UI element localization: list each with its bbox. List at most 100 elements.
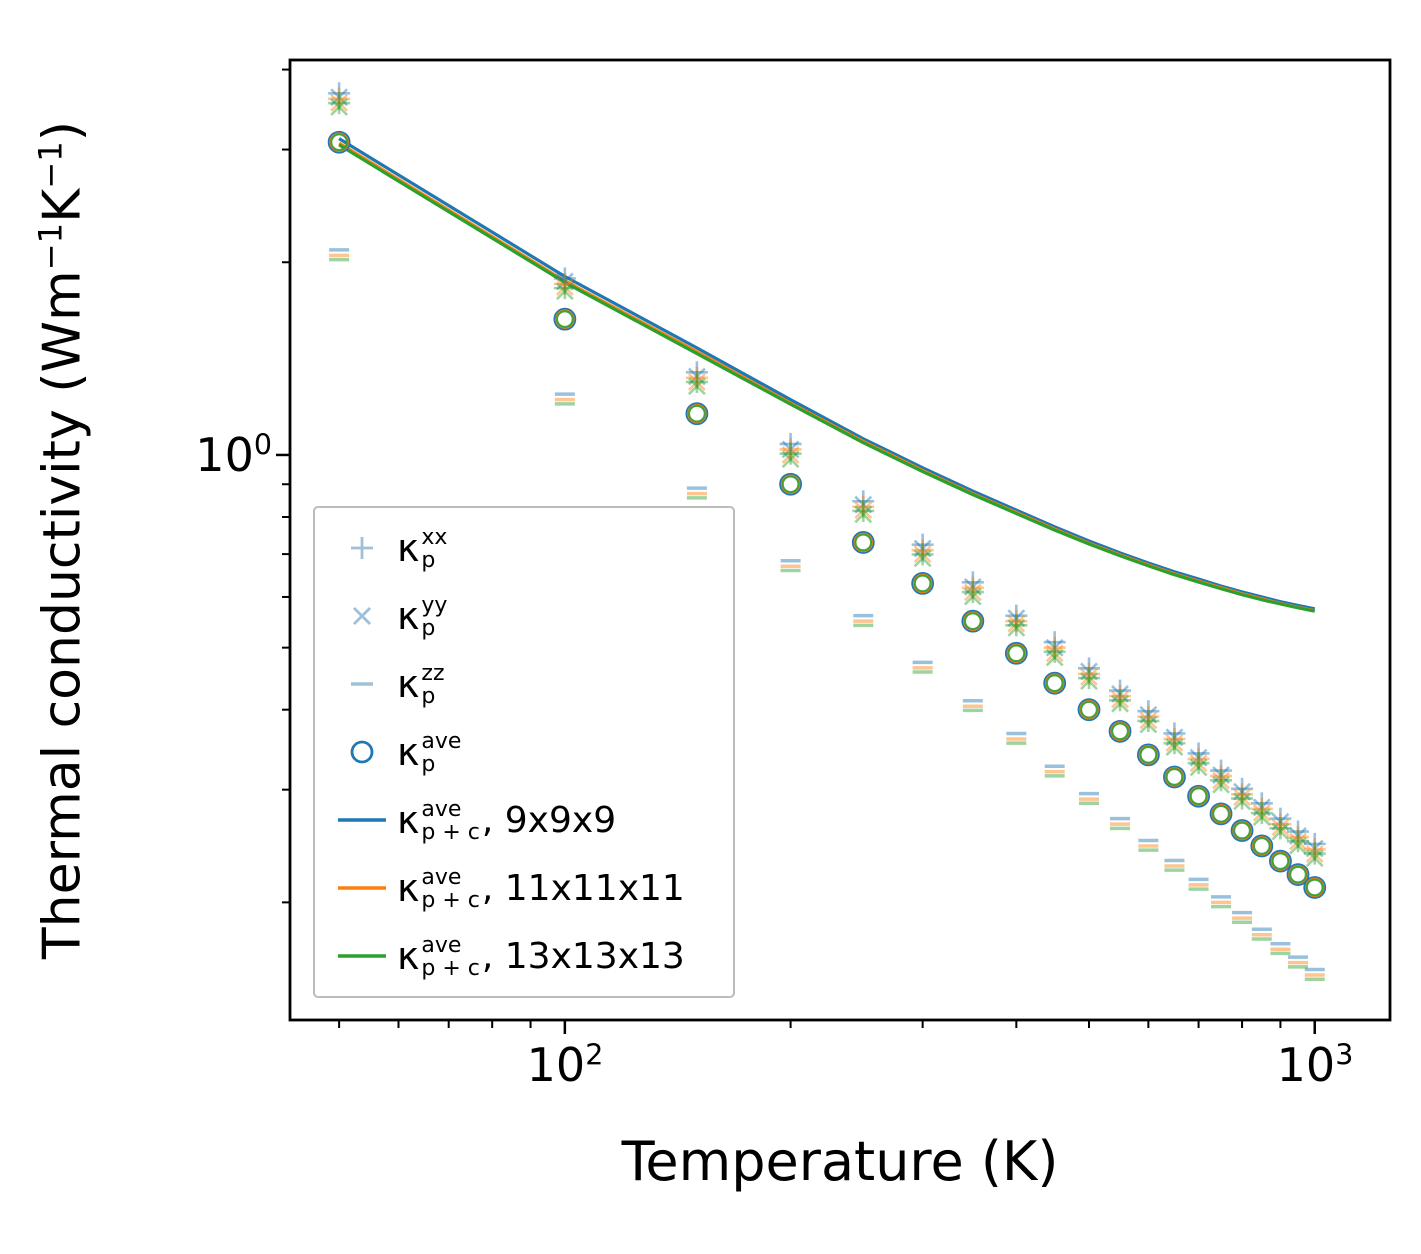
marker-yy-x [1289,827,1307,845]
legend-marker [327,730,397,774]
marker-yy-x [555,272,574,291]
marker-yy-x [913,545,932,564]
marker-yy-x [1189,758,1208,777]
marker-yy-x [1252,798,1271,817]
marker-yy-x [1189,754,1208,773]
marker-yy-x [854,495,873,514]
marker-yy-x [1007,618,1026,637]
legend-label: κ xx p [397,525,447,572]
marker-yy-x [1111,685,1129,703]
marker-yy-x [781,440,800,459]
marker-yy-x [1189,754,1208,773]
marker-yy-x [330,93,349,112]
marker-yy-x [1111,690,1129,709]
marker-yy-x [1165,738,1184,756]
marker-ave-circle [854,533,873,552]
marker-yy-x [1165,733,1184,752]
marker-yy-x [1189,758,1208,777]
marker-ave-circle [1077,698,1101,722]
kappa-scripts: ave p + c [421,932,480,981]
kappa-symbol: κ [397,662,420,706]
legend-marker [327,662,397,706]
legend-label: κ ave p + c, 11x11x11 [397,865,685,912]
marker-ave-circle [1136,743,1160,767]
legend-marker [327,866,397,910]
marker-yy-x [687,367,706,386]
marker-yy-x [330,88,349,107]
marker-yy-x [555,278,574,296]
marker-yy-x [687,377,706,396]
marker-ave-circle [913,574,932,593]
marker-yy-x [1305,845,1324,863]
y-tick-label-1: 100 [195,428,272,482]
marker-yy-x [555,282,574,301]
marker-yy-x [1271,822,1290,841]
marker-yy-x [1252,798,1271,817]
marker-yy-x [1007,614,1026,633]
marker-yy-x [1289,832,1307,851]
marker-yy-x [1007,614,1026,633]
marker-yy-x [1305,839,1324,858]
kappa-symbol: κ [397,526,420,570]
marker-yy-x [1080,662,1098,681]
marker-yy-x [1165,728,1184,747]
marker-ave-circle [1230,819,1254,842]
kappa-symbol: κ [397,934,420,978]
marker-yy-x [1289,832,1307,851]
marker-yy-x [854,505,873,524]
marker-yy-x [854,495,873,514]
marker-yy-x [1233,782,1251,801]
marker-yy-x [1080,662,1098,681]
marker-yy-x [1139,711,1158,730]
marker-yy-x [913,549,932,568]
marker-yy-x [1139,715,1158,734]
legend-marker [327,798,397,842]
marker-yy-x [1080,668,1098,686]
legend-suffix: , 9x9x9 [481,799,617,841]
marker-yy-x [781,450,800,469]
marker-yy-x [963,577,982,596]
kappa-symbol: κ [397,866,420,910]
marker-yy-x [1305,845,1324,863]
marker-ave-circle [1305,878,1324,897]
marker-yy-x [854,501,873,520]
marker-ave-circle [1187,784,1210,808]
marker-yy-x [687,373,706,391]
marker-yy-x [1007,609,1026,628]
kappa-symbol: κ [397,798,420,842]
marker-yy-x [1289,827,1307,845]
marker-yy-x [854,501,873,520]
marker-ave-circle [1139,746,1158,764]
marker-yy-x [1165,728,1184,747]
marker-yy-x [1212,771,1230,790]
marker-yy-x [687,377,706,396]
marker-yy-x [963,587,982,606]
marker-yy-x [1212,775,1230,794]
legend-suffix: , 13x13x13 [481,935,685,977]
marker-yy-x [1080,672,1098,691]
marker-ave-circle [1111,722,1129,741]
marker-ave-circle [556,310,574,328]
marker-yy-x [330,98,349,116]
marker-ave-circle [1286,863,1310,887]
marker-yy-x [1080,668,1098,686]
marker-yy-x [963,577,982,596]
marker-yy-x [1111,690,1129,709]
marker-yy-x [555,272,574,291]
marker-yy-x [555,282,574,301]
marker-yy-x [330,93,349,112]
marker-yy-x [1045,644,1064,663]
marker-yy-x [1045,648,1064,667]
axes-spines [288,58,1392,1022]
marker-yy-x [913,539,932,558]
marker-ave-circle [1212,805,1230,823]
legend-item-5: κ ave p + c, 11x11x11 [327,857,725,919]
legend-item-3: κ ave p [327,721,725,783]
marker-ave-circle [1004,641,1028,665]
marker-yy-x [1045,638,1064,657]
marker-yy-x [1007,609,1026,628]
kappa-scripts: ave p [421,728,462,777]
kappa-scripts: yy p [421,592,448,641]
marker-yy-x [1111,685,1129,703]
